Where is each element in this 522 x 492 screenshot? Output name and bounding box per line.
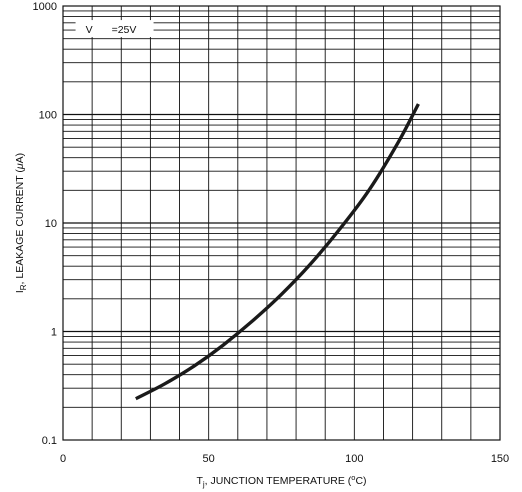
series-line-leakage-current <box>135 103 420 401</box>
annotation-box <box>75 20 154 38</box>
x-tick-label: 50 <box>203 453 215 465</box>
bias-annotation: V =25V <box>75 20 154 38</box>
grid <box>63 6 500 440</box>
y-label-main: I <box>14 290 26 293</box>
plot-frame <box>62 5 501 441</box>
x-label-end: C) <box>355 475 366 487</box>
x-axis-label: Tj, JUNCTION TEMPERATURE (oC) <box>196 473 366 489</box>
y-tick-label: 1000 <box>33 1 57 13</box>
x-label-main: T <box>196 475 203 487</box>
y-tick-label: 100 <box>39 110 57 122</box>
y-axis-label: IR, LEAKAGE CURRENT (μA) <box>14 153 28 293</box>
annotation-value: =25V <box>112 24 137 36</box>
y-label-rest: , LEAKAGE CURRENT ( <box>14 169 26 285</box>
series-group <box>135 103 420 401</box>
y-tick-label: 0.1 <box>42 435 57 447</box>
x-tick-label: 0 <box>60 453 66 465</box>
x-tick-label: 100 <box>345 453 363 465</box>
x-label-degree: o <box>351 473 355 482</box>
tick-labels: 0 50 100 150 0.1 1 10 100 1000 <box>33 1 510 465</box>
y-tick-label: 10 <box>45 218 57 230</box>
x-label-sub: j <box>202 480 205 489</box>
y-tick-label: 1 <box>51 327 57 339</box>
y-label-sub: R <box>19 284 28 290</box>
annotation-v: V <box>86 24 93 36</box>
x-tick-label: 150 <box>491 453 509 465</box>
y-label-mu: μ <box>14 163 26 170</box>
y-label-end: A) <box>14 153 26 164</box>
x-label-rest: , JUNCTION TEMPERATURE ( <box>205 475 352 487</box>
